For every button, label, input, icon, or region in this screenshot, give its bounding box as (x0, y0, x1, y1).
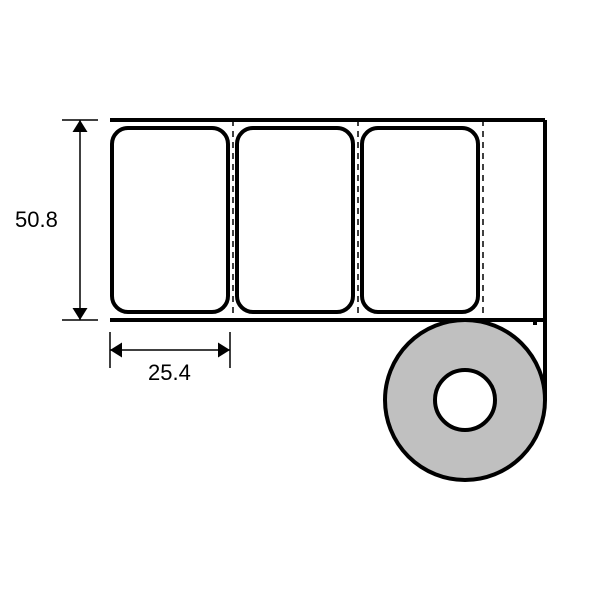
dim-width-label: 25.4 (148, 360, 191, 385)
dim-w-arrow-right (218, 343, 230, 358)
dim-h-arrow-top (73, 120, 88, 132)
dim-w-arrow-left (110, 343, 122, 358)
label-rect-2 (362, 128, 478, 312)
dim-height-label: 50.8 (15, 207, 58, 232)
dim-h-arrow-bottom (73, 308, 88, 320)
roll-core (435, 370, 495, 430)
label-rect-1 (237, 128, 353, 312)
label-rect-0 (112, 128, 228, 312)
label-roll-diagram: 50.8 25.4 (0, 0, 600, 600)
